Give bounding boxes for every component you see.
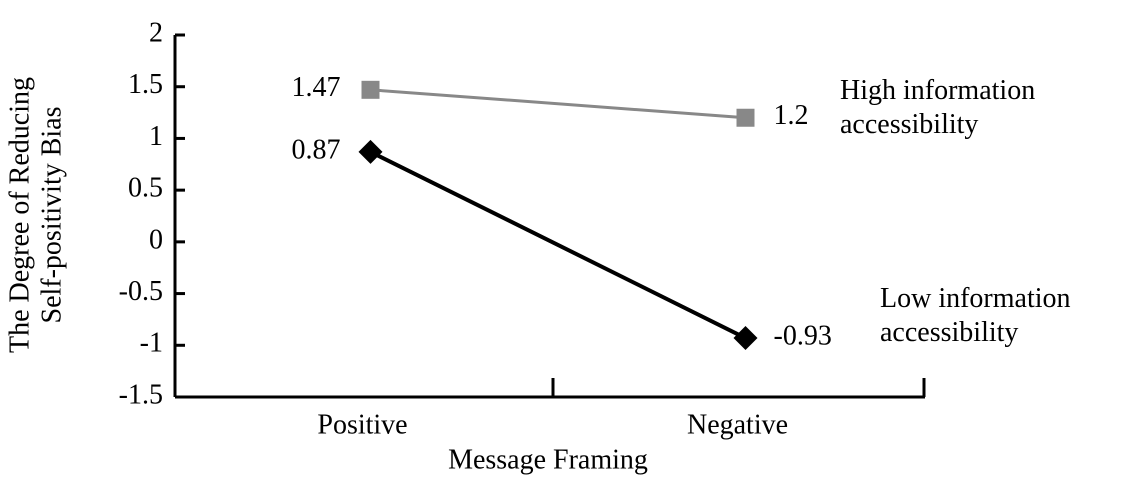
x-tick-label: Negative [687, 409, 788, 440]
y-tick-label: -1 [140, 328, 163, 359]
y-tick-label: 0 [149, 224, 163, 255]
marker [733, 326, 758, 351]
y-axis-title-line: Self-positivity Bias [36, 107, 67, 324]
value-label: 0.87 [292, 134, 341, 165]
series-line [369, 150, 747, 340]
marker [736, 108, 755, 127]
x-axis-title: Message Framing [448, 444, 648, 475]
y-axis-title: The Degree of Reducing Self-positivity B… [4, 77, 67, 353]
marker [358, 139, 383, 164]
y-tick-label: 2 [149, 17, 163, 48]
marker [361, 80, 380, 99]
value-label: -0.93 [774, 320, 832, 351]
y-tick-label: 0.5 [128, 173, 163, 204]
legend-entry: High information accessibility [840, 75, 1036, 140]
y-tick-label: -0.5 [119, 276, 163, 307]
x-tick-label: Positive [317, 409, 407, 440]
value-label: 1.47 [292, 72, 341, 103]
series-line [370, 88, 746, 120]
value-label: 1.2 [774, 100, 809, 131]
y-tick-label: 1 [149, 121, 163, 152]
y-tick-label: 1.5 [128, 69, 163, 100]
y-axis-title-line: The Degree of Reducing [4, 77, 35, 353]
legend-entry: Low information accessibility [880, 283, 1071, 348]
y-tick-label: -1.5 [119, 379, 163, 410]
